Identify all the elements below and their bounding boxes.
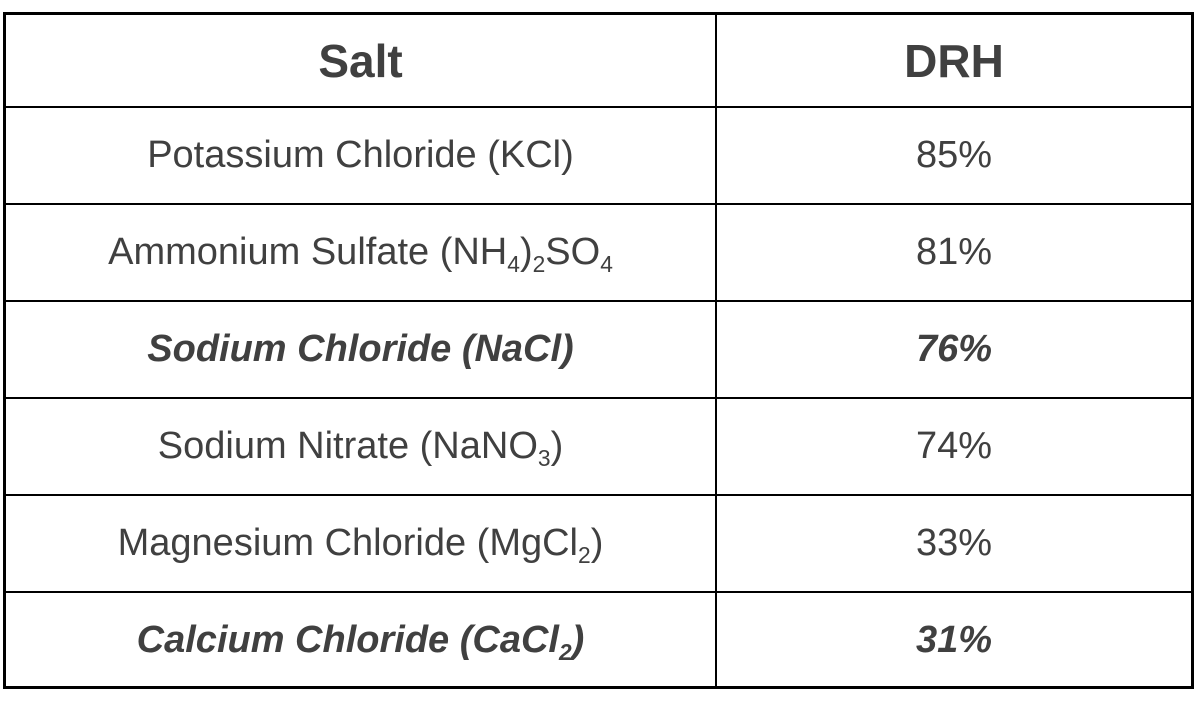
table-row: Potassium Chloride (KCl) 85% <box>6 106 1191 203</box>
table-row: Sodium Chloride (NaCl) 76% <box>6 300 1191 397</box>
drh-cell: 76% <box>915 328 993 370</box>
salt-name-text: ) <box>590 522 604 564</box>
formula-subscript: 4 <box>507 250 520 277</box>
formula-subscript: 2 <box>558 638 572 665</box>
drh-cell: 33% <box>915 522 993 564</box>
header-drh: DRH <box>904 34 1004 87</box>
drh-cell: 81% <box>915 231 993 273</box>
header-salt: Salt <box>6 15 717 106</box>
salt-name-text: SO <box>545 231 601 273</box>
formula-subscript: 2 <box>532 250 546 277</box>
table-row: Calcium Chloride (CaCl2) 31% <box>6 591 1191 688</box>
salt-cell: Sodium Chloride (NaCl) <box>6 302 717 397</box>
salt-name: Magnesium Chloride (MgCl2) <box>117 522 604 568</box>
drh-cell: 74% <box>915 425 993 467</box>
table-row: Sodium Nitrate (NaNO3) 74% <box>6 397 1191 494</box>
salt-cell: Ammonium Sulfate (NH4)2SO4 <box>6 205 717 300</box>
drh-cell: 85% <box>915 134 993 176</box>
formula-subscript: 4 <box>600 250 613 277</box>
salt-name-text: Sodium Chloride (NaCl) <box>147 328 574 370</box>
formula-subscript: 3 <box>537 444 551 471</box>
salt-name-text: ) <box>519 231 533 273</box>
salt-name: Potassium Chloride (KCl) <box>147 134 574 177</box>
salt-drh-table: Salt DRH Potassium Chloride (KCl) 85% Ammo… <box>3 12 1194 689</box>
salt-name-text: Calcium Chloride (CaCl <box>136 619 559 661</box>
salt-name-text: ) <box>550 425 564 467</box>
salt-name: Calcium Chloride (CaCl2) <box>136 619 585 665</box>
salt-name-text: Potassium Chloride (KCl) <box>147 134 574 176</box>
salt-name-text: Magnesium Chloride (MgCl <box>117 522 579 564</box>
salt-name: Sodium Nitrate (NaNO3) <box>157 425 564 471</box>
salt-cell: Potassium Chloride (KCl) <box>6 108 717 203</box>
salt-cell: Sodium Nitrate (NaNO3) <box>6 399 717 494</box>
salt-name-text: Sodium Nitrate (NaNO <box>157 425 538 467</box>
salt-name-text: ) <box>571 619 585 661</box>
header-row: Salt DRH <box>6 15 1191 106</box>
drh-cell: 31% <box>915 619 993 661</box>
formula-subscript: 2 <box>578 541 591 568</box>
salt-cell: Magnesium Chloride (MgCl2) <box>6 496 717 591</box>
salt-name-text: Ammonium Sulfate (NH <box>108 231 508 273</box>
salt-name: Ammonium Sulfate (NH4)2SO4 <box>108 231 613 277</box>
salt-cell: Calcium Chloride (CaCl2) <box>6 593 717 688</box>
table-row: Ammonium Sulfate (NH4)2SO4 81% <box>6 203 1191 300</box>
salt-name: Sodium Chloride (NaCl) <box>147 328 573 371</box>
table-row: Magnesium Chloride (MgCl2) 33% <box>6 494 1191 591</box>
